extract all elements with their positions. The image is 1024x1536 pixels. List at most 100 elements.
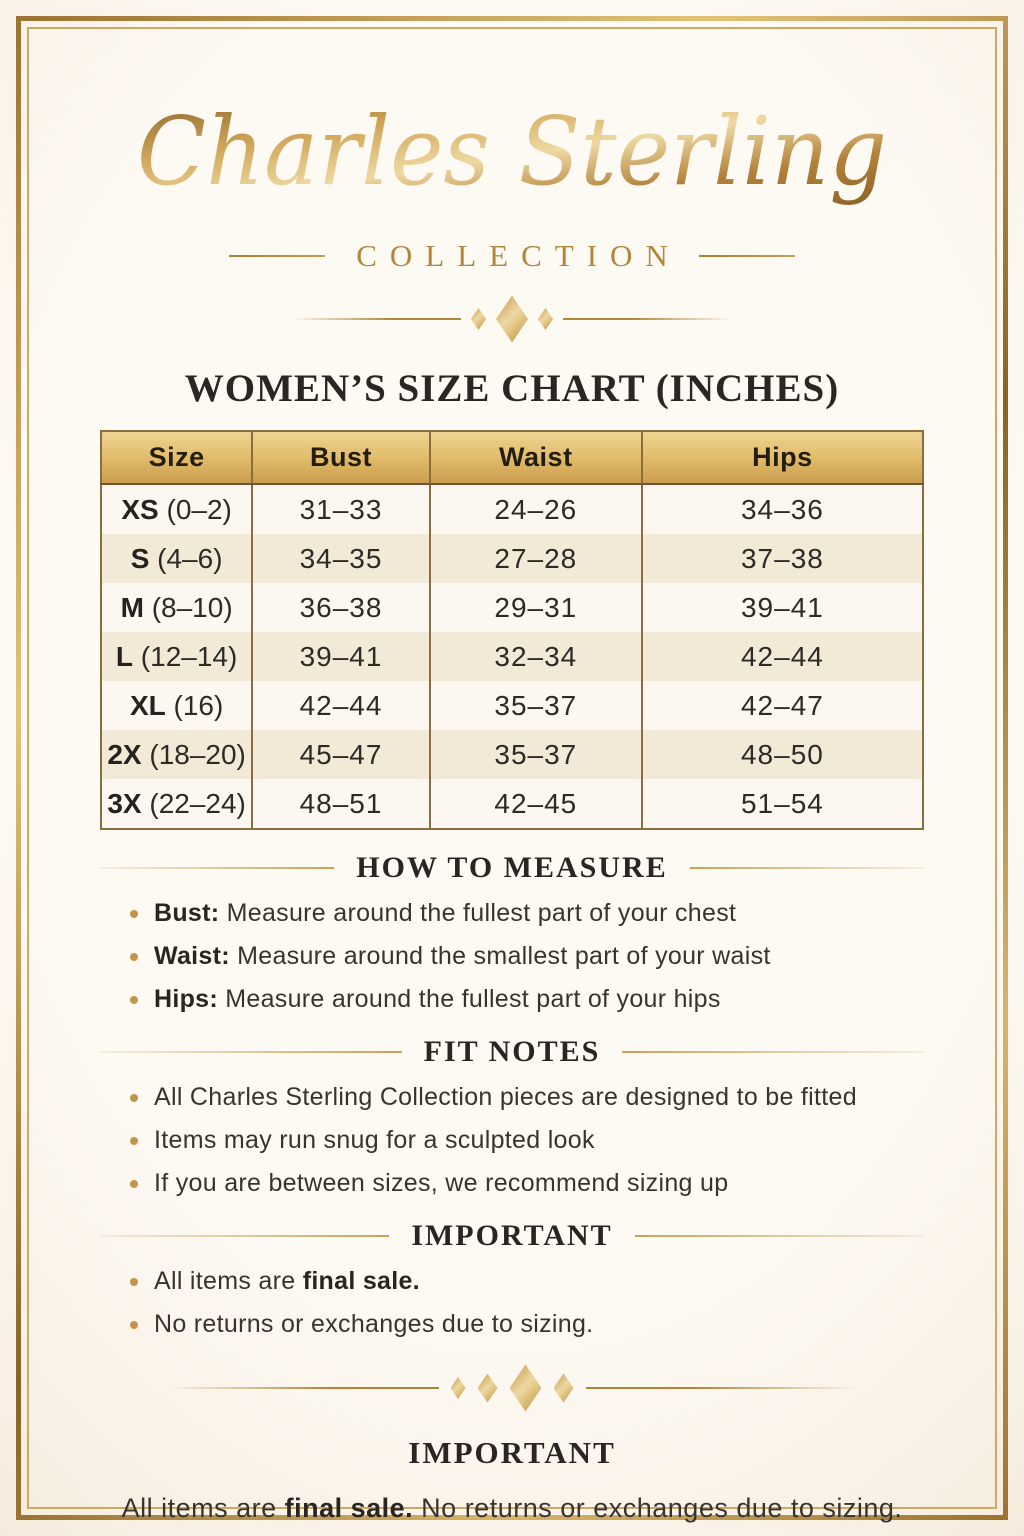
list-item: Waist: Measure around the smallest part … [130, 942, 924, 971]
bust-cell: 42–44 [251, 681, 430, 730]
column-header: Bust [251, 431, 430, 485]
table-header-row: Size Bust Waist Hips [101, 431, 923, 485]
size-cell: M (8–10) [120, 591, 233, 623]
diamond-icon [471, 308, 486, 330]
section-heading-text: FIT NOTES [423, 1035, 601, 1068]
brand-logo: Charles Sterling [137, 97, 887, 207]
diamond-icon [538, 308, 553, 330]
size-cell: XS (0–2) [121, 493, 232, 525]
list-item: Items may run snug for a sculpted look [130, 1126, 924, 1155]
heading-rule [622, 1051, 925, 1053]
list-item-text: No returns or exchanges due to sizing. [154, 1310, 593, 1339]
bullet-dot-icon [130, 909, 138, 918]
size-cell: S (4–6) [130, 542, 223, 574]
collection-left-line [229, 255, 326, 257]
hips-cell: 39–41 [640, 583, 923, 632]
list-item: All items are final sale. [130, 1267, 924, 1296]
collection-row: COLLECTION [100, 238, 924, 274]
hips-cell: 42–47 [640, 681, 923, 730]
bold-text: Waist: [154, 942, 230, 970]
list-item: All Charles Sterling Collection pieces a… [130, 1083, 924, 1112]
size-label: S [130, 542, 150, 574]
waist-cell: 27–28 [428, 534, 642, 583]
bullet-list-how-to-measure: Bust: Measure around the fullest part of… [100, 899, 924, 1014]
bullet-dot-icon [130, 1277, 138, 1286]
section-heading-fit-notes: FIT NOTES [100, 1035, 925, 1069]
list-item-text: Bust: Measure around the fullest part of… [154, 899, 736, 928]
bullet-dot-icon [130, 1093, 138, 1102]
bullet-dot-icon [130, 1179, 138, 1188]
regular-text: All items are [121, 1493, 285, 1523]
size-cell: 3X (22–24) [107, 787, 246, 819]
list-item-text: All items are final sale. [154, 1267, 420, 1296]
size-label: 3X [107, 787, 142, 819]
bust-cell: 36–38 [251, 583, 430, 632]
regular-text: No returns or exchanges due to sizing. [154, 1310, 594, 1338]
column-header: Size [101, 431, 253, 485]
bullet-dot-icon [130, 1320, 138, 1329]
bust-cell: 34–35 [251, 534, 430, 583]
hips-cell: 48–50 [640, 730, 923, 779]
hips-cell: 34–36 [640, 484, 923, 534]
footer-text: All items are final sale. No returns or … [100, 1493, 924, 1524]
bust-cell: 45–47 [251, 730, 430, 779]
table-row: L (12–14) 39–41 32–34 42–44 [101, 632, 923, 681]
diamond-icon [450, 1377, 466, 1399]
section-heading-how-to-measure: HOW TO MEASURE [100, 851, 924, 885]
table-row: XL (16) 42–44 35–37 42–47 [101, 681, 923, 730]
diamond-icon [509, 1364, 542, 1412]
waist-cell: 32–34 [428, 632, 642, 681]
column-header: Waist [428, 431, 642, 485]
diamond-icon [496, 295, 528, 343]
waist-cell: 24–26 [428, 484, 642, 534]
regular-text: Measure around the smallest part of your… [229, 942, 771, 970]
bold-text: final sale. [284, 1493, 414, 1523]
table-row: 3X (22–24) 48–51 42–45 51–54 [101, 779, 923, 829]
table-row: XS (0–2) 31–33 24–26 34–36 [101, 484, 923, 534]
size-label: XS [121, 493, 159, 525]
size-label: XL [129, 689, 166, 721]
bold-text: Bust: [154, 899, 220, 927]
bullet-dot-icon [130, 995, 138, 1004]
size-cell: XL (16) [129, 689, 224, 721]
brand-logo-text: Charles Sterling [137, 97, 887, 207]
size-label: M [120, 591, 144, 623]
regular-text: Items may run snug for a sculpted look [154, 1126, 595, 1154]
list-item-text: Items may run snug for a sculpted look [154, 1126, 595, 1155]
section-important: IMPORTANT All items are final sale. No ret… [100, 1219, 925, 1339]
ornament-line [168, 1387, 439, 1389]
footer-heading: IMPORTANT [408, 1435, 616, 1470]
section-heading-important: IMPORTANT [100, 1219, 925, 1253]
regular-text: If you are between sizes, we recommend s… [154, 1169, 729, 1197]
collection-label: COLLECTION [356, 238, 681, 273]
section-heading-text: HOW TO MEASURE [356, 851, 668, 884]
bold-text: Hips: [154, 985, 218, 1013]
diamond-icon [477, 1373, 498, 1403]
heading-rule [100, 1051, 402, 1053]
regular-text: All Charles Sterling Collection pieces a… [154, 1083, 857, 1111]
table-row: S (4–6) 34–35 27–28 37–38 [101, 534, 923, 583]
size-label: L [115, 640, 134, 672]
bust-cell: 39–41 [251, 632, 430, 681]
section-fit-notes: FIT NOTES All Charles Sterling Collection… [100, 1035, 925, 1198]
size-cell: L (12–14) [115, 640, 238, 672]
section-how-to-measure: HOW TO MEASURE Bust: Measure around the f… [100, 851, 924, 1014]
list-item: Bust: Measure around the fullest part of… [130, 899, 924, 928]
bullet-list-important: All items are final sale. No returns or e… [100, 1267, 924, 1339]
hips-cell: 51–54 [640, 779, 923, 829]
waist-cell: 35–37 [428, 730, 642, 779]
table-row: M (8–10) 36–38 29–31 39–41 [101, 583, 923, 632]
bottom-ornament-divider [100, 1364, 924, 1412]
regular-text: All items are [154, 1267, 303, 1295]
heading-rule [689, 867, 924, 869]
size-chart-table: Size Bust Waist Hips XS (0–2) 31–33 24–26 34–3… [100, 430, 924, 830]
size-label: 2X [107, 738, 142, 770]
ornament-line [563, 318, 733, 320]
ornament-line [585, 1387, 856, 1389]
regular-text: No returns or exchanges due to sizing. [413, 1493, 903, 1523]
table-row: 2X (18–20) 45–47 35–37 48–50 [101, 730, 923, 779]
regular-text: Measure around the fullest part of your … [219, 899, 737, 927]
hips-cell: 37–38 [640, 534, 923, 583]
bust-cell: 48–51 [251, 779, 430, 829]
list-item: If you are between sizes, we recommend s… [130, 1169, 924, 1198]
